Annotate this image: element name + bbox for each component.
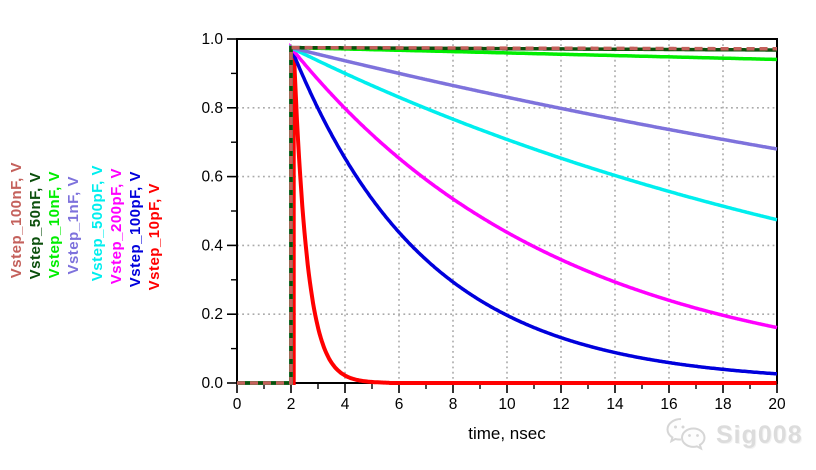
y-tick-label: 0.0: [201, 375, 223, 392]
x-tick-label: 20: [768, 396, 786, 413]
legend-item-100pF: Vstep_100pF, V: [127, 170, 144, 287]
legend-item-200pF: Vstep_200pF, V: [108, 167, 125, 284]
y-tick-label: 0.4: [201, 237, 223, 254]
curve-Vstep_1nF: [237, 45, 778, 385]
watermark-text: Sig008: [716, 420, 803, 449]
legend: Vstep_100nF, V Vstep_50nF, V Vstep_10nF,…: [8, 162, 165, 290]
x-tick-label: 0: [233, 396, 242, 413]
curve-Vstep_100pF: [237, 46, 777, 385]
y-tick-label: 1.0: [201, 31, 223, 48]
wechat-icon: [666, 418, 706, 451]
x-tick-label: 10: [498, 396, 516, 413]
curve-Vstep_500pF: [237, 44, 778, 385]
x-tick-label: 2: [287, 396, 296, 413]
legend-item-10nF: Vstep_10nF, V: [46, 170, 63, 278]
legend-item-1nF: Vstep_1nF, V: [65, 176, 82, 275]
watermark: Sig008: [664, 416, 803, 454]
x-tick-label: 16: [660, 396, 677, 413]
legend-item-100nF: Vstep_100nF, V: [8, 161, 25, 278]
y-tick-label: 0.2: [201, 306, 223, 323]
legend-item-50nF: Vstep_50nF, V: [27, 171, 44, 279]
curve-Vstep_200pF: [237, 42, 778, 385]
y-tick-label: 0.8: [201, 100, 223, 117]
x-tick-label: 8: [449, 396, 458, 413]
legend-item-10pF: Vstep_10pF, V: [146, 182, 163, 290]
x-axis-title: time, nsec: [468, 424, 546, 443]
legend-item-500pF: Vstep_500pF, V: [89, 164, 106, 281]
x-tick-label: 4: [341, 396, 350, 413]
curve-Vstep_10pF: [237, 47, 777, 385]
x-tick-label: 14: [606, 396, 624, 413]
x-tick-label: 18: [714, 396, 731, 413]
y-tick-label: 0.6: [201, 169, 223, 186]
curve-Vstep_100nF: [237, 45, 777, 385]
x-tick-label: 12: [552, 396, 569, 413]
x-tick-label: 6: [395, 396, 404, 413]
